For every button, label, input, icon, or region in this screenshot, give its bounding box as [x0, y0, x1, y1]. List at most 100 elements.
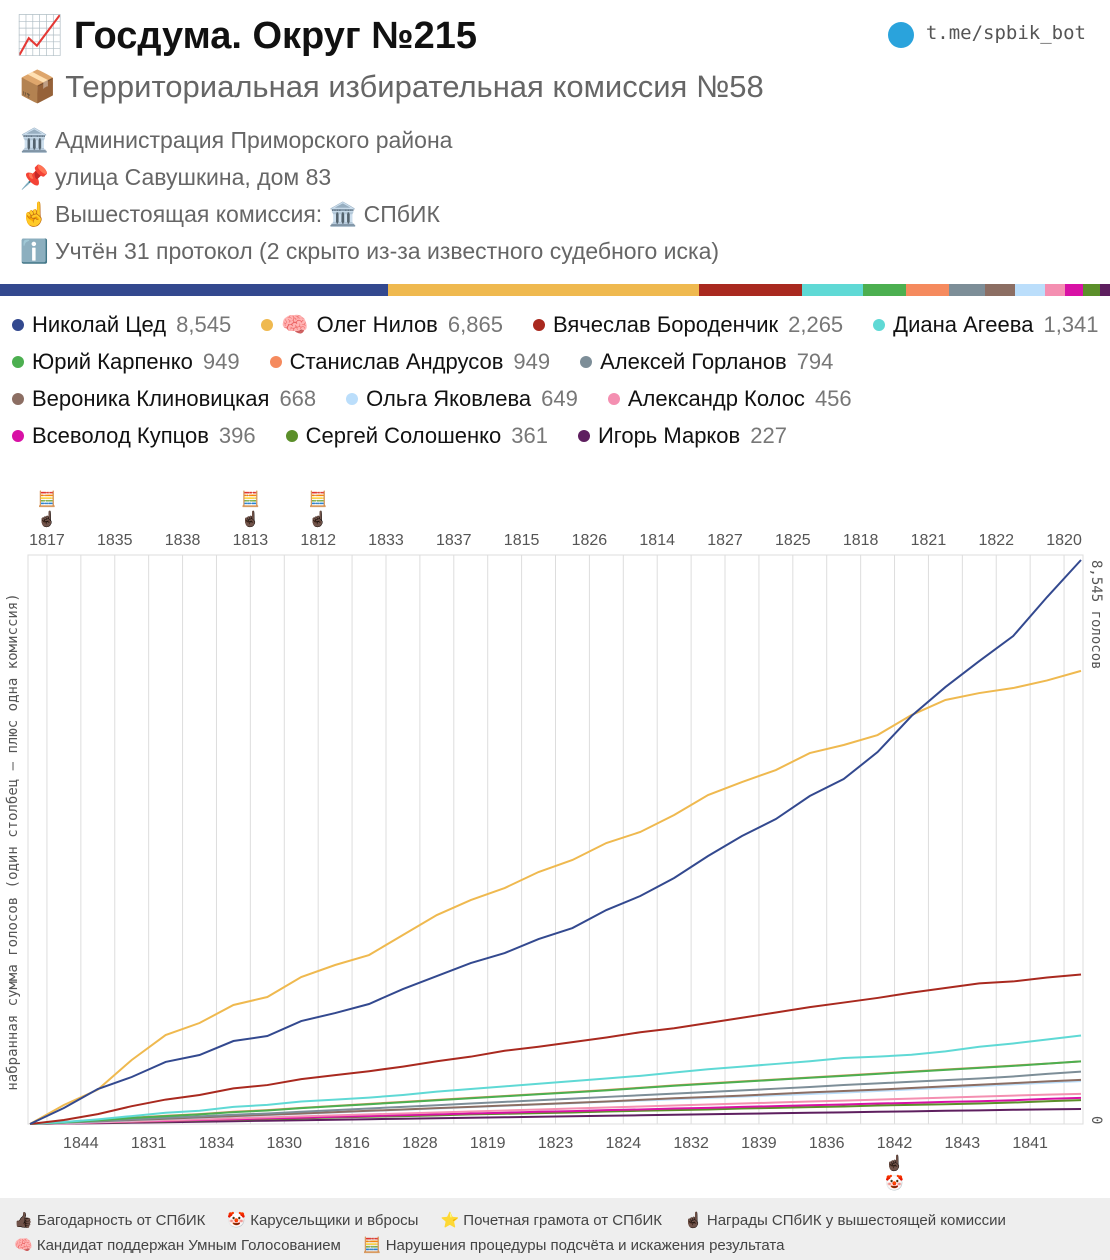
legend-total: 361	[511, 423, 548, 448]
legend-dot	[12, 318, 24, 331]
legend-item: Юрий Карпенко 949	[12, 343, 240, 380]
x-tick-label: 1815	[504, 532, 540, 549]
subtitle: 📦 Территориальная избирательная комиссия…	[18, 69, 764, 104]
x-tick-label: 1827	[707, 532, 743, 549]
y-max-label: 8,545 голосов	[1088, 560, 1104, 670]
share-segment	[1044, 284, 1066, 296]
x-tick-label: 1841	[1012, 1135, 1048, 1152]
y-axis-label: набранная сумма голосов (один столбец — …	[5, 593, 21, 1090]
legend-dot	[607, 392, 620, 405]
legend-name: Юрий Карпенко	[32, 349, 193, 374]
x-tick-label: 1826	[572, 532, 608, 549]
legend-item: Диана Агеева 1,341	[873, 306, 1099, 343]
x-tick-label: 1828	[402, 1135, 438, 1152]
legend-name: Игорь Марков	[597, 423, 741, 448]
legend-total: 1,341	[1043, 312, 1099, 337]
legend-item: Сергей Солошенко 361	[285, 417, 548, 454]
footer-note: 🧮 Нарушения процедуры подсчёта и искажен…	[362, 1237, 785, 1254]
legend-item: Вячеслав Бороденчик 2,265	[532, 306, 843, 343]
x-tick-label: 1816	[334, 1135, 370, 1152]
bot-link[interactable]: t.me/spbik_bot	[925, 22, 1086, 44]
legend-dot	[577, 429, 590, 442]
footer: 👍🏿 Багодарность от СПбИК 🤡 Карусельщики и…	[0, 1198, 1110, 1260]
x-tick-label: 1819	[470, 1135, 506, 1152]
series-line	[29, 1070, 1082, 1125]
x-tick-label: 1838	[165, 532, 201, 549]
legend-dot	[12, 392, 24, 405]
column-icon: 🧮 ☝🏿	[38, 490, 57, 528]
legend-item: Всеволод Купцов 396	[12, 417, 256, 454]
info-line: ℹ️ Учтён 31 протокол (2 скрыто из-за изв…	[20, 238, 720, 264]
x-tick-label: 1831	[131, 1135, 167, 1152]
share-segment	[1099, 284, 1110, 296]
series-line	[29, 1034, 1082, 1125]
x-tick-label: 1812	[300, 532, 336, 549]
legend-item: 🧠 Олег Нилов 6,865	[261, 306, 503, 343]
legend-name: Диана Агеева	[893, 312, 1034, 337]
legend: Николай Цед 8,545 🧠 Олег Нилов 6,865 Вячеслав…	[12, 306, 1102, 454]
share-segment	[1065, 284, 1084, 296]
legend-item: Ольга Яковлева 649	[346, 380, 578, 417]
legend-badge: 🧠	[281, 312, 309, 337]
legend-item: Александр Колос 456	[607, 380, 852, 417]
legend-dot	[12, 429, 24, 442]
legend-total: 949	[513, 349, 551, 374]
series-line	[29, 1092, 1082, 1125]
series-line	[29, 973, 1082, 1125]
series-line	[29, 669, 1082, 1125]
legend-name: Сергей Солошенко	[305, 423, 502, 448]
legend-total: 649	[541, 386, 578, 411]
legend-dot	[261, 318, 274, 331]
share-segment	[801, 284, 863, 296]
legend-dot	[873, 318, 886, 331]
series-line	[29, 1078, 1082, 1125]
share-segment	[387, 284, 700, 296]
legend-dot	[580, 355, 593, 368]
x-tick-label: 1839	[741, 1135, 777, 1152]
legend-name: Станислав Андрусов	[289, 349, 504, 374]
legend-item: Вероника Клиновицкая 668	[12, 380, 316, 417]
legend-dot	[285, 429, 298, 442]
legend-item: Алексей Горланов 794	[580, 343, 833, 380]
legend-total: 794	[796, 349, 834, 374]
legend-dot	[346, 392, 359, 405]
legend-total: 668	[279, 386, 317, 411]
legend-item: Станислав Андрусов 949	[269, 343, 551, 380]
share-segment	[1015, 284, 1045, 296]
chart: 1817 🧮 ☝🏿 1844 1835 1831 1838 1834 1813 🧮 ☝🏿 1830 18…	[5, 490, 1104, 1192]
x-tick-label: 1837	[436, 532, 472, 549]
x-tick-label: 1842	[877, 1135, 913, 1152]
x-tick-label: 1844	[63, 1135, 99, 1152]
legend-name: Всеволод Купцов	[32, 423, 209, 448]
legend-dot	[532, 318, 545, 331]
x-tick-label: 1843	[945, 1135, 981, 1152]
x-tick-label: 1833	[368, 532, 404, 549]
column-icon: 🧮 ☝🏿	[241, 490, 260, 528]
series-line	[29, 1108, 1082, 1125]
info-line: 🏛️ Администрация Приморского района	[20, 127, 453, 153]
column-icon: ☝🏿 🤡	[885, 1153, 904, 1192]
x-tick-label: 1820	[1046, 532, 1082, 549]
footer-note: ⭐ Почетная грамота от СПбИК	[440, 1212, 663, 1229]
share-segment	[699, 284, 802, 296]
share-segment	[948, 284, 985, 296]
x-tick-label: 1817	[29, 532, 65, 549]
x-tick-label: 1835	[97, 532, 133, 549]
x-tick-label: 1813	[233, 532, 269, 549]
share-segment	[905, 284, 949, 296]
info-line: 📌 улица Савушкина, дом 83	[20, 164, 332, 190]
x-tick-label: 1818	[843, 532, 879, 549]
footer-note: ☝🏿 Награды СПбИК у вышестоящей комиссии	[684, 1212, 1006, 1229]
x-tick-label: 1814	[639, 532, 675, 549]
telegram-icon[interactable]	[888, 22, 914, 48]
legend-total: 949	[202, 349, 240, 374]
legend-item: Игорь Марков 227	[577, 417, 787, 454]
x-tick-label: 1834	[199, 1135, 235, 1152]
x-tick-label: 1824	[606, 1135, 642, 1152]
title: 📈 Госдума. Округ №215	[16, 15, 478, 57]
x-tick-label: 1822	[978, 532, 1014, 549]
x-tick-label: 1830	[266, 1135, 302, 1152]
legend-total: 6,865	[447, 312, 503, 337]
legend-total: 396	[218, 423, 256, 448]
